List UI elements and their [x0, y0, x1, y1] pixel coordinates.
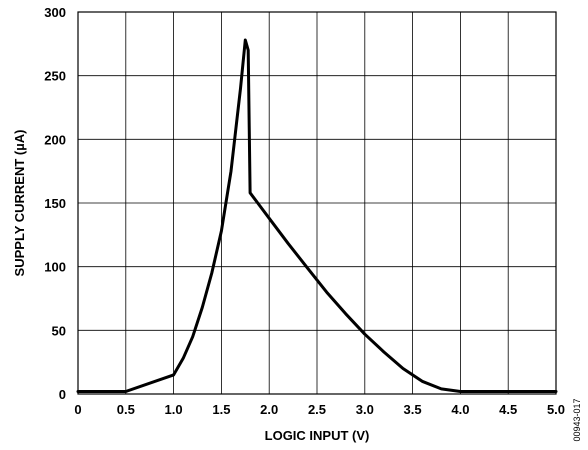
y-tick-label: 150 [44, 196, 66, 211]
x-tick-label: 3.0 [356, 402, 374, 417]
x-tick-label: 1.0 [165, 402, 183, 417]
figure-id: 00943-017 [572, 398, 582, 441]
series-line-supply-current [76, 38, 558, 393]
y-axis-label: SUPPLY CURRENT (µA) [12, 130, 27, 277]
y-tick-label: 300 [44, 5, 66, 20]
y-tick-label: 0 [59, 387, 66, 402]
x-tick-label: 5.0 [547, 402, 565, 417]
y-tick-label: 200 [44, 132, 66, 147]
x-tick-label: 0.5 [117, 402, 135, 417]
y-axis-ticks: 0 50 100 150 200 250 300 [44, 5, 66, 402]
x-tick-label: 1.5 [212, 402, 230, 417]
x-tick-label: 3.5 [404, 402, 422, 417]
y-tick-label: 100 [44, 260, 66, 275]
plot-frame [77, 11, 557, 395]
x-tick-label: 2.0 [260, 402, 278, 417]
x-tick-label: 0 [74, 402, 81, 417]
grid [78, 12, 556, 394]
x-tick-label: 4.5 [499, 402, 517, 417]
x-axis-ticks: 0 0.5 1.0 1.5 2.0 2.5 3.0 3.5 4.0 4.5 5.0 [74, 402, 565, 417]
y-tick-label: 50 [52, 323, 66, 338]
y-tick-label: 250 [44, 69, 66, 84]
x-tick-label: 4.0 [451, 402, 469, 417]
x-axis-label: LOGIC INPUT (V) [265, 428, 370, 443]
x-tick-label: 2.5 [308, 402, 326, 417]
